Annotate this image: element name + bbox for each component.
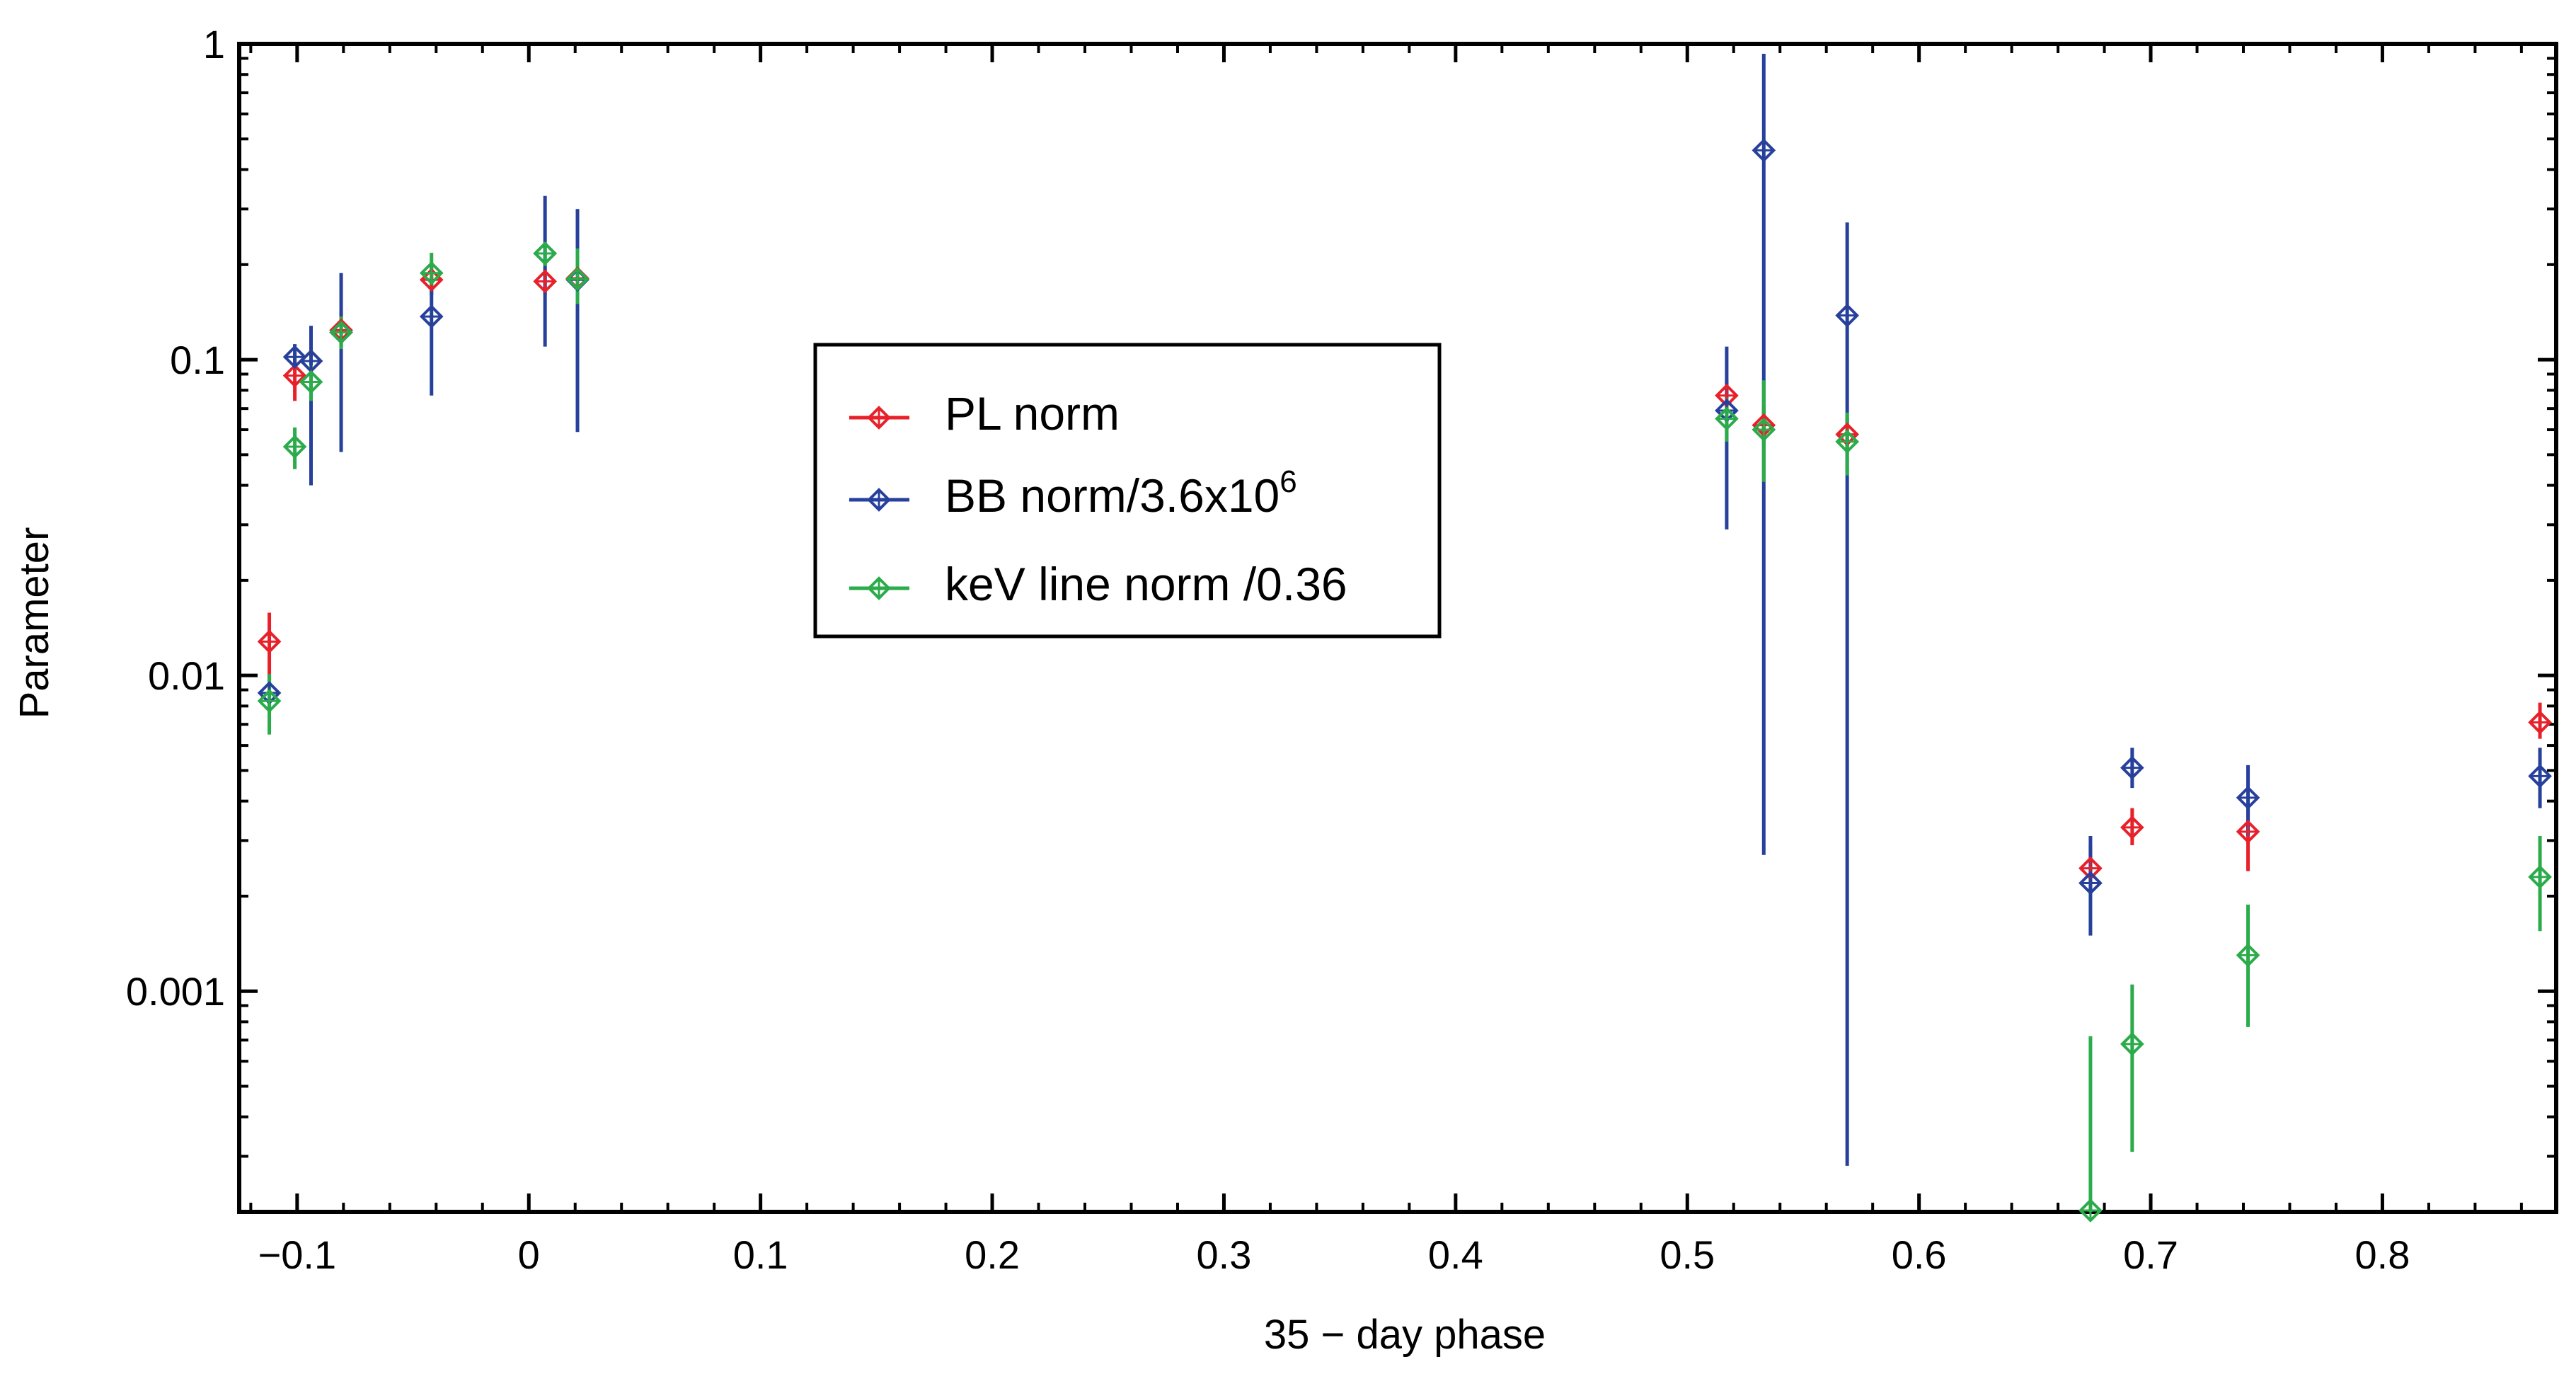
point-bb-norm — [2528, 764, 2552, 789]
legend-diamond-icon — [867, 406, 891, 430]
point-pl-norm — [533, 269, 557, 294]
point-bb-norm — [299, 349, 323, 373]
point-bb-norm — [2120, 755, 2144, 780]
legend-diamond-icon — [867, 576, 891, 600]
point-kev-line-norm — [1835, 430, 1859, 454]
point-kev-line-norm — [533, 241, 557, 265]
x-axis-title: 35 − day phase — [1264, 1312, 1546, 1358]
markers — [257, 138, 2552, 1223]
point-bb-norm — [419, 304, 444, 328]
point-pl-norm — [2120, 815, 2144, 840]
legend-box — [813, 343, 1442, 639]
point-kev-line-norm — [2078, 1198, 2103, 1223]
point-kev-line-norm — [2120, 1032, 2144, 1056]
legend-entry-kev-line-norm: keV line norm /0.36 — [849, 558, 1347, 610]
legend-label-kev-line-norm: keV line norm /0.36 — [945, 558, 1347, 610]
x-tick-label: 0.5 — [1660, 1232, 1715, 1277]
axis-ticks — [239, 42, 2556, 1213]
plot-frame — [237, 42, 2558, 1214]
legend-marker-bb-norm — [849, 488, 909, 512]
point-pl-norm — [282, 363, 307, 388]
point-bb-norm — [282, 345, 307, 370]
x-tick-label: 0.7 — [2123, 1232, 2178, 1277]
point-kev-line-norm — [419, 261, 444, 285]
y-tick-labels: 0.001 0.01 0.1 1 — [126, 22, 225, 1014]
point-bb-norm — [1752, 138, 1776, 163]
y-tick-label: 0.1 — [170, 338, 225, 382]
point-kev-line-norm — [2528, 865, 2552, 889]
legend-marker-kev-line-norm — [849, 576, 909, 600]
x-tick-label: 0.8 — [2355, 1232, 2410, 1277]
legend-label-pl-norm: PL norm — [945, 387, 1120, 440]
legend-marker-pl-norm — [849, 406, 909, 430]
point-bb-norm — [2236, 786, 2260, 810]
x-tick-label: 0.3 — [1197, 1232, 1252, 1277]
x-tick-label: 0.4 — [1428, 1232, 1483, 1277]
legend-label-bb-norm-exponent: 6 — [1280, 464, 1296, 499]
point-bb-norm — [1835, 303, 1859, 328]
point-kev-line-norm — [282, 435, 307, 459]
y-tick-label: 0.01 — [148, 653, 225, 698]
x-tick-label: 0.1 — [733, 1232, 788, 1277]
point-kev-line-norm — [2236, 943, 2260, 968]
x-tick-labels: −0.1 0 0.1 0.2 0.3 0.4 0.5 0.6 0.7 0.8 — [258, 1232, 2410, 1277]
point-kev-line-norm — [565, 267, 590, 292]
point-pl-norm — [2236, 820, 2260, 844]
point-kev-line-norm — [257, 689, 282, 714]
point-kev-line-norm — [1715, 406, 1739, 431]
y-tick-label: 1 — [203, 22, 225, 67]
plot-area-border — [237, 42, 2558, 1214]
x-tick-label: −0.1 — [258, 1232, 337, 1277]
x-tick-label: 0 — [518, 1232, 540, 1277]
point-kev-line-norm — [299, 370, 323, 394]
point-kev-line-norm — [329, 320, 353, 345]
legend-label-bb-norm-text: BB norm/3.6x10 — [945, 469, 1280, 522]
x-tick-label: 0.6 — [1892, 1232, 1947, 1277]
legend-entry-bb-norm: BB norm/3.6x106 — [849, 464, 1297, 522]
point-kev-line-norm — [1752, 418, 1776, 442]
legend-diamond-icon — [867, 488, 891, 512]
point-bb-norm — [2078, 871, 2103, 895]
y-tick-label: 0.001 — [126, 969, 225, 1014]
point-pl-norm — [2528, 710, 2552, 735]
legend-entry-pl-norm: PL norm — [849, 387, 1120, 440]
legend-label-bb-norm: BB norm/3.6x106 — [945, 464, 1297, 522]
legend: PL norm BB norm/3.6x106 keV line norm /0… — [813, 343, 1442, 639]
y-axis-title: Parameter — [11, 527, 57, 719]
x-tick-label: 0.2 — [965, 1232, 1020, 1277]
point-pl-norm — [257, 629, 282, 654]
